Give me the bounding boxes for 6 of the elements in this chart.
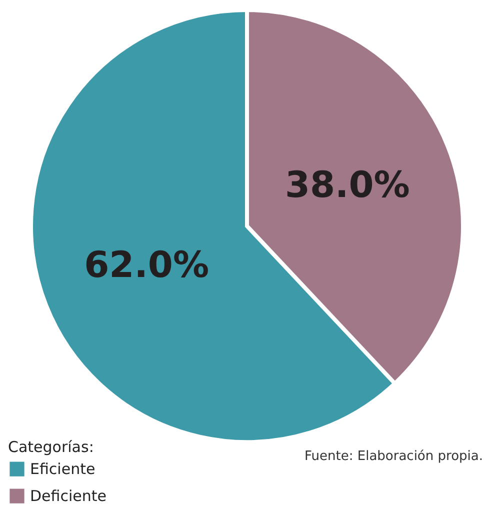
legend-label: Deficiente bbox=[30, 487, 106, 505]
legend-label: Eficiente bbox=[30, 460, 96, 478]
legend-title: Categorías: bbox=[8, 438, 94, 456]
data-label: 62.0% bbox=[84, 244, 210, 286]
source-note: Fuente: Elaboración propia. bbox=[304, 449, 483, 464]
data-label: 38.0% bbox=[284, 165, 410, 206]
